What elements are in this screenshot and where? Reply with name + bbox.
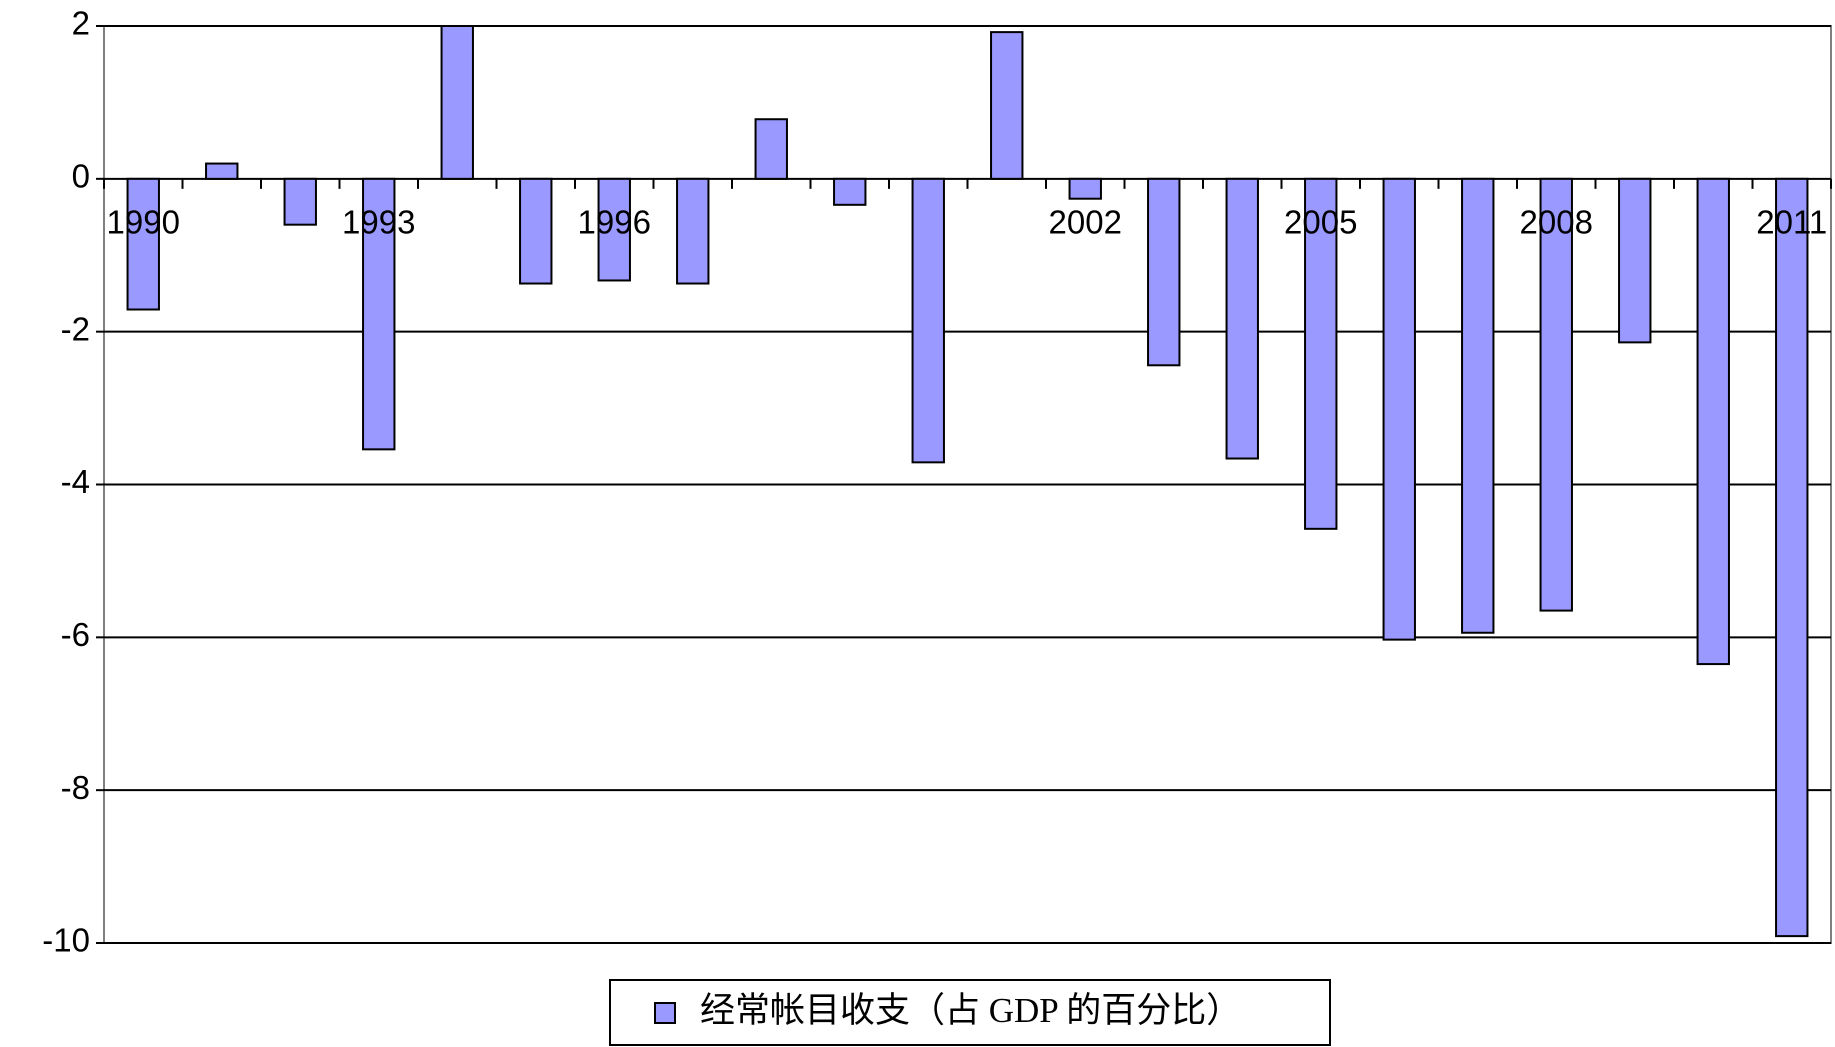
bar — [1539, 177, 1573, 612]
y-tick-label: -6 — [61, 616, 90, 653]
y-tick-label: 2 — [72, 5, 90, 42]
legend-label: 经常帐目收支（占 GDP 的百分比） — [700, 991, 1241, 1030]
bar — [1775, 177, 1809, 938]
bar — [676, 177, 710, 285]
y-tick-label: 0 — [72, 158, 90, 195]
legend-swatch — [654, 1002, 676, 1024]
x-tick-label: 2011 — [1756, 204, 1827, 241]
bar — [362, 177, 396, 451]
y-tick-label: -8 — [61, 769, 90, 806]
bar — [597, 177, 631, 282]
bar — [754, 118, 788, 180]
x-tick-label: 1990 — [107, 204, 180, 241]
x-tick-label: 2005 — [1284, 204, 1357, 241]
bar — [1382, 177, 1416, 641]
bar — [205, 162, 239, 180]
bar — [440, 25, 474, 180]
bar — [990, 31, 1024, 180]
bar — [1225, 177, 1259, 460]
bar — [1618, 177, 1652, 344]
x-tick-label: 1993 — [342, 204, 415, 241]
bar — [1461, 177, 1495, 634]
bar — [283, 177, 317, 226]
bar — [1696, 177, 1730, 666]
x-tick-label: 2008 — [1520, 204, 1593, 241]
bar — [911, 177, 945, 464]
y-tick-label: -4 — [61, 463, 90, 500]
legend-box — [609, 979, 1331, 1046]
x-tick-label: 2002 — [1049, 204, 1122, 241]
y-tick-label: -10 — [42, 922, 90, 959]
y-tick-label: -2 — [61, 310, 90, 347]
bar — [519, 177, 553, 285]
bar — [1147, 177, 1181, 367]
bar — [1068, 177, 1102, 200]
bar — [833, 177, 867, 206]
bar — [126, 177, 160, 311]
x-tick-label: 1996 — [578, 204, 651, 241]
bar — [1304, 177, 1338, 530]
